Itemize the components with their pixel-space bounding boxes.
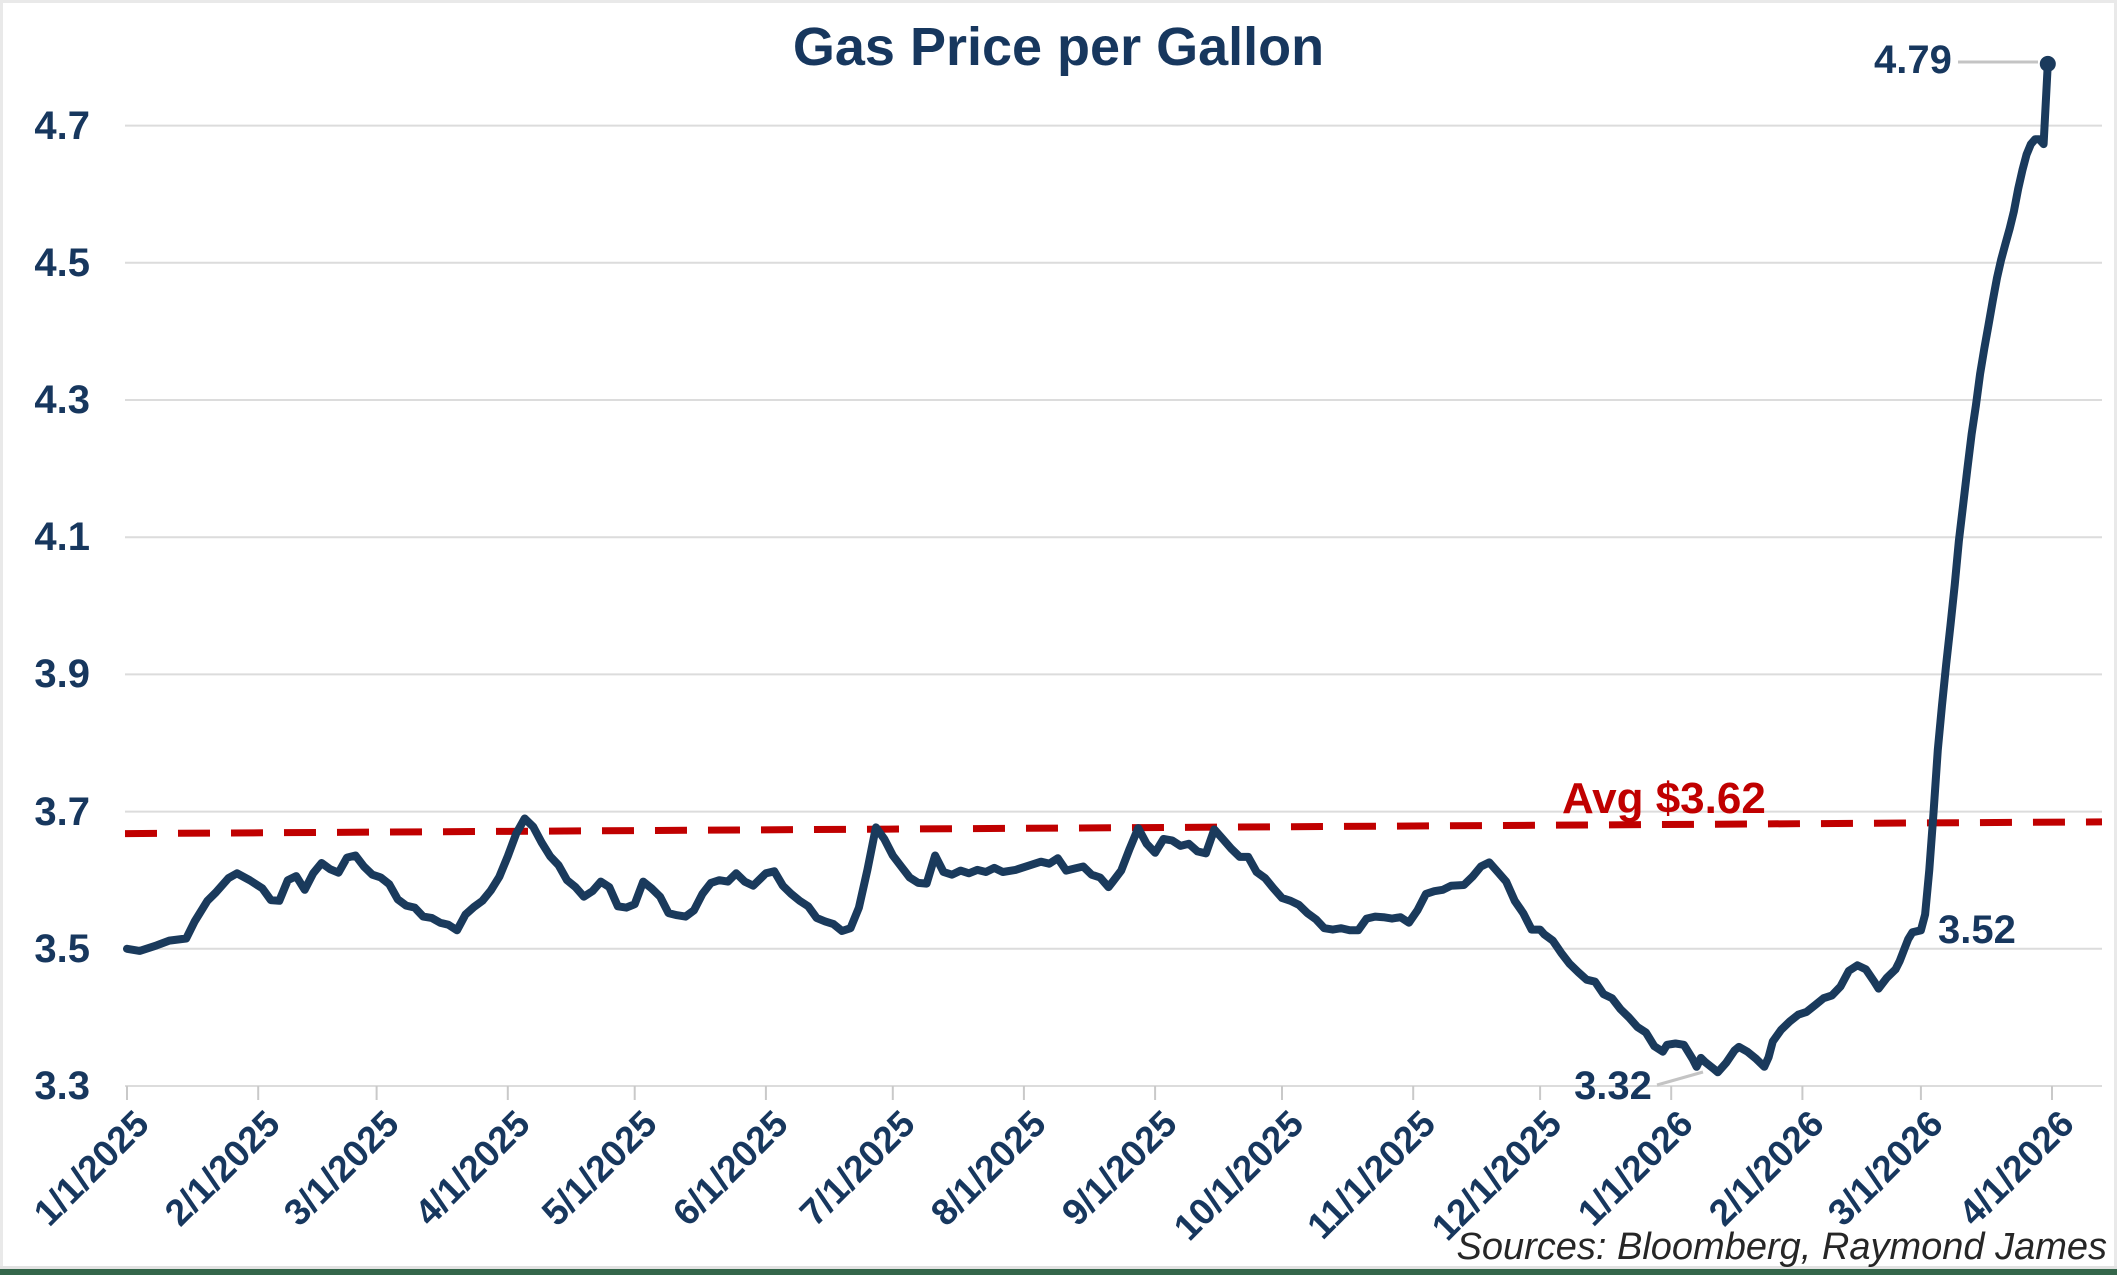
top-border bbox=[0, 0, 2117, 3]
annotation-pre-spike: 3.52 bbox=[1938, 908, 2016, 952]
annotation-final-high: 4.79 bbox=[1874, 38, 1952, 82]
left-border bbox=[0, 0, 3, 1275]
y-axis-tick-label: 3.3 bbox=[34, 1064, 90, 1108]
y-axis-tick-label: 3.5 bbox=[34, 926, 90, 971]
bottom-border bbox=[0, 1266, 2117, 1269]
y-axis-tick-label: 4.3 bbox=[34, 378, 90, 422]
annotation-low: 3.32 bbox=[1574, 1064, 1652, 1108]
y-axis-tick-label: 3.9 bbox=[34, 652, 90, 697]
source-note: Sources: Bloomberg, Raymond James bbox=[1456, 1226, 2107, 1268]
right-border bbox=[2114, 0, 2117, 1275]
bottom-accent-bar bbox=[0, 1269, 2117, 1275]
y-axis-tick-label: 3.7 bbox=[34, 789, 90, 834]
average-line-label: Avg $3.62 bbox=[1562, 774, 1766, 823]
y-axis-tick-label: 4.1 bbox=[34, 515, 90, 560]
y-axis-tick-label: 4.7 bbox=[34, 103, 90, 148]
chart-title: Gas Price per Gallon bbox=[792, 17, 1325, 77]
y-axis-tick-label: 4.5 bbox=[34, 240, 90, 285]
